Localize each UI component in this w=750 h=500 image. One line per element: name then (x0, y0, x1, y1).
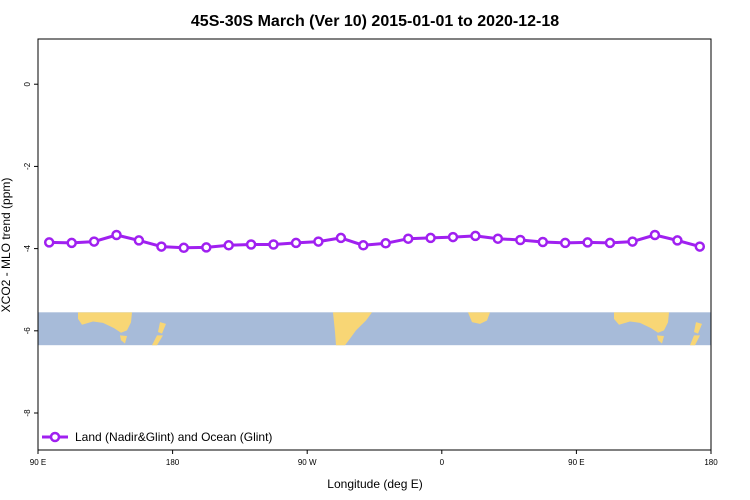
tasmania-landmass (120, 335, 127, 344)
data-point (223, 240, 234, 251)
ocean-fill (38, 312, 711, 346)
data-point (694, 241, 706, 252)
series-line (49, 233, 701, 250)
data-point (88, 236, 100, 247)
data-point (492, 233, 504, 244)
data-point (358, 240, 369, 251)
data-point (582, 237, 593, 248)
data-point (672, 235, 683, 246)
y-tick-label: -6 (23, 327, 32, 335)
data-point (43, 237, 55, 248)
data-point (111, 229, 122, 241)
data-point (649, 229, 661, 241)
data-point (268, 239, 279, 250)
map-band (38, 312, 711, 346)
data-point (245, 239, 257, 250)
data-point (335, 232, 347, 244)
data-point (425, 232, 436, 244)
y-axis-label: XCO2 - MLO trend (ppm) (0, 178, 13, 313)
south-america-landmass (333, 312, 372, 346)
series-layer (43, 229, 706, 254)
data-point (66, 237, 77, 249)
south-africa-landmass (468, 312, 490, 324)
legend-marker (49, 431, 61, 443)
new-zealand-south-landmass (152, 335, 163, 346)
tasmania-landmass-repeat (657, 335, 664, 344)
legend: Land (Nadir&Glint) and Ocean (Glint) (42, 430, 272, 444)
data-point (447, 231, 459, 243)
data-point (537, 236, 549, 248)
chart-title: 45S-30S March (Ver 10) 2015-01-01 to 202… (191, 13, 559, 30)
y-tick-label: 0 (23, 81, 32, 86)
data-point (470, 230, 481, 242)
data-point (627, 236, 638, 247)
data-point (290, 237, 302, 249)
data-point (178, 242, 190, 254)
data-point (604, 237, 616, 249)
data-point (402, 233, 414, 244)
new-zealand-south-landmass-repeat (690, 335, 700, 346)
australia-landmass (78, 312, 132, 333)
data-point (156, 241, 167, 252)
data-point (201, 242, 212, 253)
x-tick-label: 0 (440, 458, 445, 467)
x-axis-label: Longitude (deg E) (327, 477, 422, 491)
australia-landmass-repeat (614, 312, 669, 333)
data-point (133, 235, 145, 246)
new-zealand-north-landmass-repeat (694, 322, 702, 334)
data-point (380, 238, 391, 249)
data-point (313, 236, 324, 247)
x-tick-label: 90 E (568, 458, 584, 467)
x-tick-label: 180 (166, 458, 180, 467)
x-axis: 90 E 180 90 W 0 90 E 180 (30, 450, 718, 467)
x-tick-label: 180 (704, 458, 718, 467)
x-tick-label: 90 E (30, 458, 46, 467)
new-zealand-north-landmass (158, 322, 166, 334)
data-point (559, 237, 571, 249)
legend-label: Land (Nadir&Glint) and Ocean (Glint) (75, 430, 272, 444)
y-tick-label: -2 (23, 162, 32, 170)
x-tick-label: 90 W (298, 458, 317, 467)
data-point (515, 234, 526, 246)
y-axis: 0 -2 -4 -6 -8 (23, 81, 38, 417)
y-tick-label: -8 (23, 409, 32, 417)
plot-frame (37, 38, 712, 451)
y-tick-label: -4 (23, 245, 32, 253)
